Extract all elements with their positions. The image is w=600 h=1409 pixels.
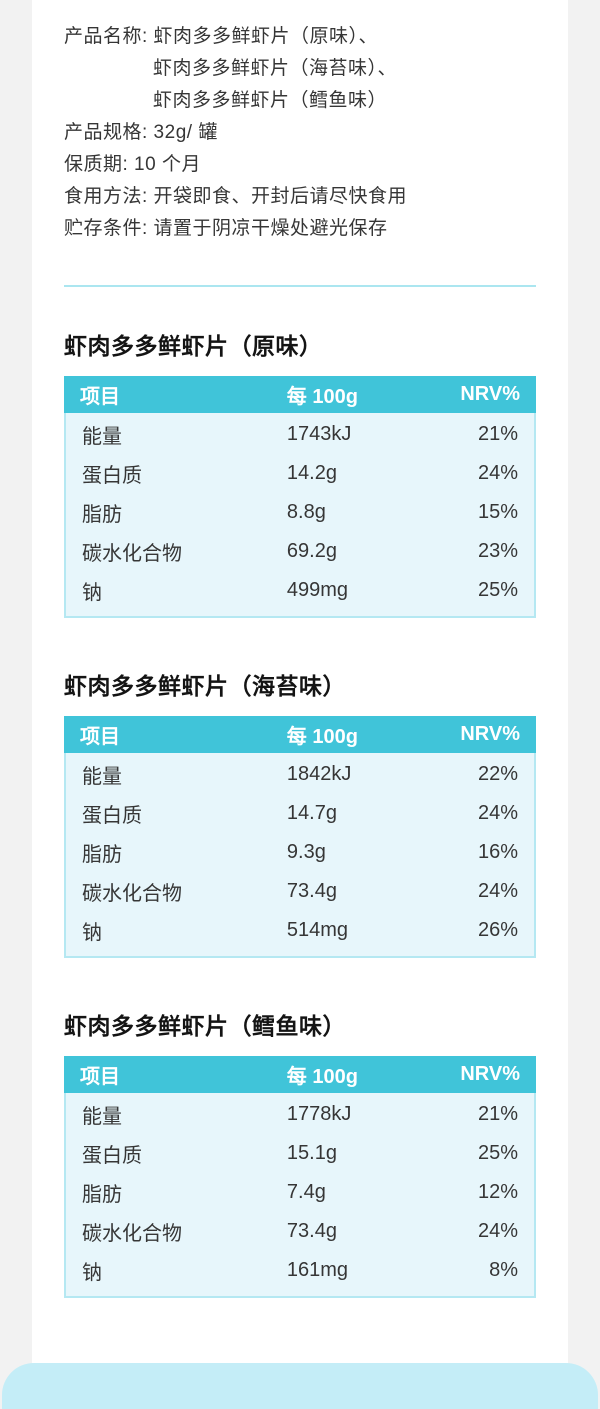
cell-item: 能量 (82, 426, 122, 448)
product-spec-line: 产品规格: 32g/ 罐 (64, 122, 218, 143)
table-row-sodium: 钠 514mg 26% (82, 911, 518, 950)
cell-item: 脂肪 (82, 1184, 122, 1206)
table-row-protein: 蛋白质 14.2g 24% (82, 454, 518, 493)
cell-item: 脂肪 (82, 844, 122, 866)
cell-item: 钠 (82, 922, 102, 944)
divider (64, 285, 536, 287)
cell-nrv: 24% (477, 880, 518, 902)
cell-nrv: 23% (477, 540, 518, 562)
cell-nrv: 16% (477, 841, 518, 863)
section-title-cod: 虾肉多多鲜虾片（鳕鱼味） (64, 1013, 346, 1039)
cell-per100g: 69.2g (286, 540, 337, 562)
cell-nrv: 21% (477, 1103, 518, 1125)
cell-item: 蛋白质 (82, 1145, 142, 1167)
section-title-seaweed: 虾肉多多鲜虾片（海苔味） (64, 673, 346, 699)
usage-line: 食用方法: 开袋即食、开封后请尽快食用 (64, 186, 408, 207)
table-body: 能量 1743kJ 21% 蛋白质 14.2g 24% 脂肪 8.8g 15% (64, 413, 536, 618)
content-card: 产品名称: 虾肉多多鲜虾片（原味）、 虾肉多多鲜虾片（海苔味）、 虾肉多多鲜虾片… (32, 0, 568, 1363)
cell-nrv: 22% (477, 763, 518, 785)
cell-item: 能量 (82, 1106, 122, 1128)
nutrition-table-seaweed: 项目 每 100g NRV% 能量 1842kJ 22% 蛋白质 14.7g 2… (64, 716, 536, 958)
cell-nrv: 8% (489, 1259, 518, 1281)
table-row-carbs: 碳水化合物 69.2g 23% (82, 532, 518, 571)
cell-per100g: 7.4g (286, 1181, 326, 1203)
section-original: 虾肉多多鲜虾片（原味） 项目 每 100g NRV% 能量 1743kJ 21%… (64, 330, 536, 618)
cell-nrv: 15% (477, 501, 518, 523)
product-name-line-2: 虾肉多多鲜虾片（海苔味）、 (153, 58, 398, 79)
cell-item: 蛋白质 (82, 465, 142, 487)
table-row-fat: 脂肪 7.4g 12% (82, 1173, 518, 1212)
cell-per100g: 1778kJ (286, 1103, 352, 1125)
cell-item: 碳水化合物 (82, 543, 182, 565)
table-row-sodium: 钠 161mg 8% (82, 1251, 518, 1290)
cell-nrv: 26% (477, 919, 518, 941)
cell-nrv: 21% (477, 423, 518, 445)
cell-per100g: 161mg (286, 1259, 349, 1281)
col-header-item: 项目 (80, 726, 120, 748)
cell-item: 蛋白质 (82, 805, 142, 827)
product-name-line-3: 虾肉多多鲜虾片（鳕鱼味） (153, 90, 388, 111)
cell-nrv: 12% (477, 1181, 518, 1203)
section-cod: 虾肉多多鲜虾片（鳕鱼味） 项目 每 100g NRV% 能量 1778kJ 21… (64, 1010, 536, 1298)
cell-item: 碳水化合物 (82, 1223, 182, 1245)
table-header-row: 项目 每 100g NRV% (64, 716, 536, 753)
table-row-fat: 脂肪 9.3g 16% (82, 833, 518, 872)
cell-nrv: 24% (477, 802, 518, 824)
cell-per100g: 73.4g (286, 1220, 337, 1242)
cell-per100g: 14.2g (286, 462, 337, 484)
cell-item: 脂肪 (82, 504, 122, 526)
nutrition-table-original: 项目 每 100g NRV% 能量 1743kJ 21% 蛋白质 14.2g 2… (64, 376, 536, 618)
table-row-protein: 蛋白质 15.1g 25% (82, 1134, 518, 1173)
table-row-fat: 脂肪 8.8g 15% (82, 493, 518, 532)
cell-nrv: 24% (477, 1220, 518, 1242)
col-header-per100g: 每 100g (286, 386, 358, 408)
section-title-original: 虾肉多多鲜虾片（原味） (64, 333, 323, 359)
col-header-per100g: 每 100g (286, 726, 358, 748)
col-header-nrv: NRV% (460, 723, 520, 745)
table-header-row: 项目 每 100g NRV% (64, 1056, 536, 1093)
product-name-line-1: 产品名称: 虾肉多多鲜虾片（原味）、 (64, 26, 379, 47)
cell-per100g: 499mg (286, 579, 349, 601)
nutrition-table-cod: 项目 每 100g NRV% 能量 1778kJ 21% 蛋白质 15.1g 2… (64, 1056, 536, 1298)
cell-item: 碳水化合物 (82, 883, 182, 905)
cell-item: 钠 (82, 582, 102, 604)
cell-per100g: 1743kJ (286, 423, 352, 445)
cell-per100g: 1842kJ (286, 763, 352, 785)
table-header-row: 项目 每 100g NRV% (64, 376, 536, 413)
cell-per100g: 73.4g (286, 880, 337, 902)
cell-item: 钠 (82, 1262, 102, 1284)
col-header-item: 项目 (80, 1066, 120, 1088)
col-header-item: 项目 (80, 386, 120, 408)
cell-nrv: 24% (477, 462, 518, 484)
cell-nrv: 25% (477, 1142, 518, 1164)
cell-item: 能量 (82, 766, 122, 788)
table-row-energy: 能量 1743kJ 21% (82, 415, 518, 454)
product-info-block: 产品名称: 虾肉多多鲜虾片（原味）、 虾肉多多鲜虾片（海苔味）、 虾肉多多鲜虾片… (64, 0, 536, 245)
cell-per100g: 8.8g (286, 501, 326, 523)
cell-per100g: 514mg (286, 919, 349, 941)
table-row-carbs: 碳水化合物 73.4g 24% (82, 1212, 518, 1251)
bottom-rounded-card (2, 1363, 598, 1409)
table-row-energy: 能量 1778kJ 21% (82, 1095, 518, 1134)
table-body: 能量 1842kJ 22% 蛋白质 14.7g 24% 脂肪 9.3g 16% (64, 753, 536, 958)
table-row-protein: 蛋白质 14.7g 24% (82, 794, 518, 833)
section-seaweed: 虾肉多多鲜虾片（海苔味） 项目 每 100g NRV% 能量 1842kJ 22… (64, 670, 536, 958)
table-row-energy: 能量 1842kJ 22% (82, 755, 518, 794)
cell-per100g: 14.7g (286, 802, 337, 824)
col-header-per100g: 每 100g (286, 1066, 358, 1088)
cell-per100g: 9.3g (286, 841, 326, 863)
col-header-nrv: NRV% (460, 1063, 520, 1085)
table-body: 能量 1778kJ 21% 蛋白质 15.1g 25% 脂肪 7.4g 12% (64, 1093, 536, 1298)
cell-nrv: 25% (477, 579, 518, 601)
storage-line: 贮存条件: 请置于阴凉干燥处避光保存 (64, 218, 388, 239)
table-row-sodium: 钠 499mg 25% (82, 571, 518, 610)
col-header-nrv: NRV% (460, 383, 520, 405)
table-row-carbs: 碳水化合物 73.4g 24% (82, 872, 518, 911)
cell-per100g: 15.1g (286, 1142, 337, 1164)
shelf-life-line: 保质期: 10 个月 (64, 154, 201, 175)
